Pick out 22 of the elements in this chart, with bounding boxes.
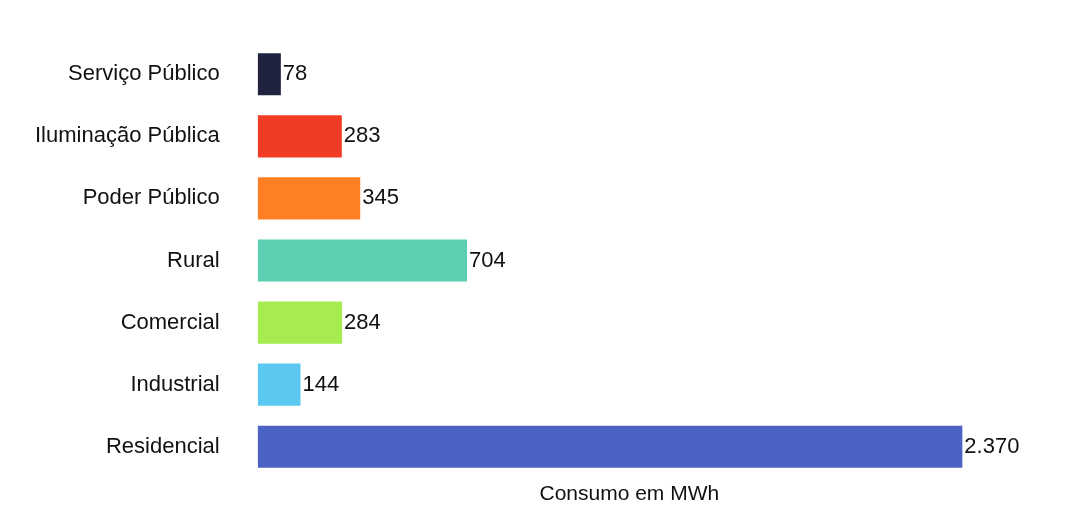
data-label: 704	[468, 246, 506, 272]
y-tick-label: Poder Público	[82, 184, 220, 210]
data-label: 283	[343, 122, 381, 148]
y-tick-label: Iluminação Pública	[34, 122, 221, 148]
data-label: 284	[344, 308, 381, 334]
y-tick-label: Serviço Público	[68, 60, 220, 86]
data-label: 2.370	[964, 432, 1020, 458]
x-axis-title: Consumo em MWh	[539, 481, 720, 505]
y-tick-label: Residencial	[105, 432, 220, 458]
bar	[257, 115, 342, 158]
y-tick-label: Industrial	[130, 370, 220, 396]
y-tick-label: Rural	[167, 246, 220, 272]
data-label: 345	[362, 184, 399, 210]
data-label: 78	[282, 60, 308, 86]
y-tick-label: Comercial	[120, 308, 220, 334]
data-label: 144	[302, 370, 340, 396]
bar	[257, 239, 467, 282]
bar	[257, 177, 361, 220]
bar	[257, 301, 343, 344]
bar	[257, 53, 281, 96]
bar	[257, 363, 301, 406]
bar	[257, 425, 963, 468]
